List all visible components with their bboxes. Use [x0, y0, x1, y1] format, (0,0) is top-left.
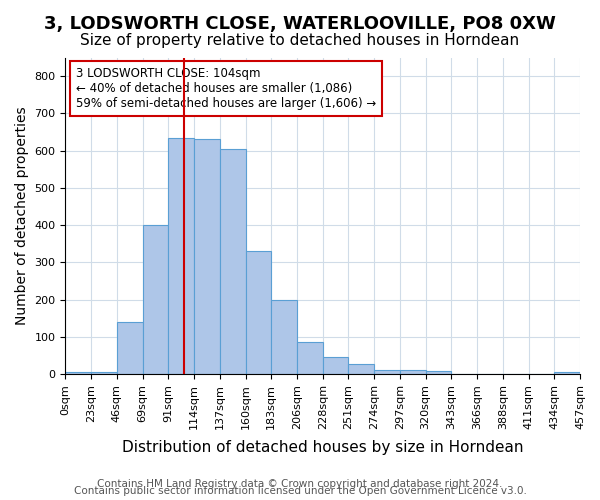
Bar	[143, 225, 169, 374]
Bar	[91, 372, 117, 374]
Bar	[554, 372, 580, 374]
Bar	[323, 358, 349, 374]
Text: Contains HM Land Registry data © Crown copyright and database right 2024.: Contains HM Land Registry data © Crown c…	[97, 479, 503, 489]
Text: 3 LODSWORTH CLOSE: 104sqm
← 40% of detached houses are smaller (1,086)
59% of se: 3 LODSWORTH CLOSE: 104sqm ← 40% of detac…	[76, 67, 376, 110]
Bar	[271, 300, 297, 374]
Bar	[220, 148, 245, 374]
Bar	[169, 138, 194, 374]
Bar	[297, 342, 323, 374]
Bar	[194, 140, 220, 374]
Bar	[374, 370, 400, 374]
Bar	[349, 364, 374, 374]
Bar	[117, 322, 143, 374]
Bar	[425, 371, 451, 374]
Bar	[400, 370, 425, 374]
Text: Size of property relative to detached houses in Horndean: Size of property relative to detached ho…	[80, 32, 520, 48]
X-axis label: Distribution of detached houses by size in Horndean: Distribution of detached houses by size …	[122, 440, 523, 455]
Text: 3, LODSWORTH CLOSE, WATERLOOVILLE, PO8 0XW: 3, LODSWORTH CLOSE, WATERLOOVILLE, PO8 0…	[44, 15, 556, 33]
Y-axis label: Number of detached properties: Number of detached properties	[15, 106, 29, 325]
Bar	[65, 372, 91, 374]
Text: Contains public sector information licensed under the Open Government Licence v3: Contains public sector information licen…	[74, 486, 526, 496]
Bar	[245, 251, 271, 374]
